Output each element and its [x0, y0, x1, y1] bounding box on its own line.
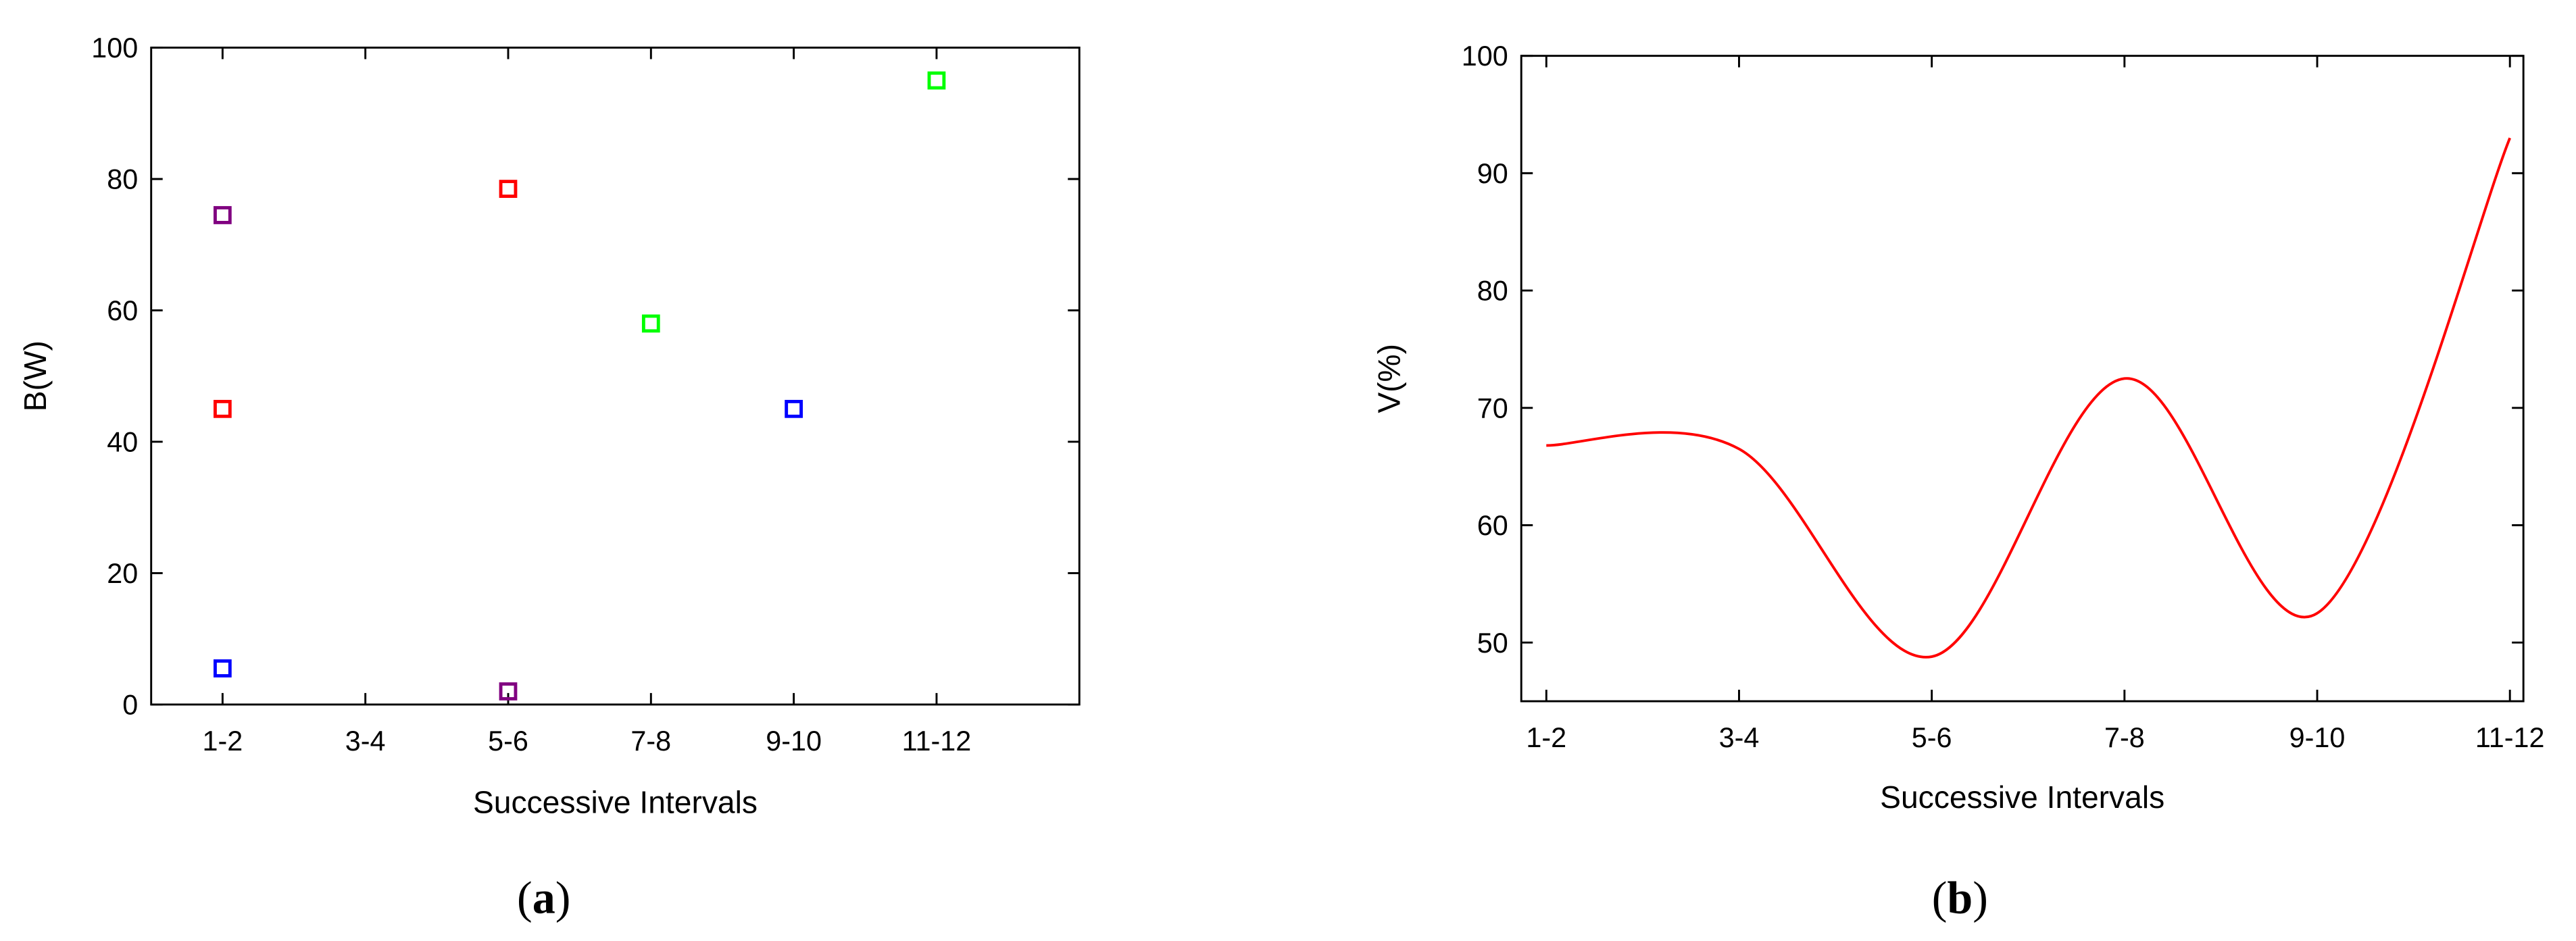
x-tick-label: 5-6 — [1912, 722, 1952, 753]
x-tick-label: 7-8 — [2104, 722, 2145, 753]
caption-b: (b) — [1932, 872, 1988, 923]
caption-letter: a — [532, 872, 555, 923]
y-tick-label: 60 — [1477, 510, 1508, 541]
caption-letter: b — [1947, 872, 1973, 923]
x-tick-label: 11-12 — [902, 726, 972, 757]
marker — [213, 659, 232, 678]
x-tick-label: 9-10 — [766, 726, 822, 757]
marker — [785, 399, 803, 418]
marker — [499, 180, 518, 198]
marker — [499, 682, 518, 701]
y-tick-label: 100 — [1462, 41, 1508, 72]
x-tick-label: 7-8 — [630, 726, 671, 757]
plot-frame — [1520, 55, 2525, 703]
x-tick-label: 3-4 — [345, 726, 386, 757]
y-tick-label: 100 — [91, 32, 138, 63]
y-tick-label: 0 — [122, 690, 138, 721]
x-axis-title: Successive Intervals — [1880, 780, 2164, 815]
x-tick-label: 1-2 — [1526, 722, 1566, 753]
x-tick-label: 1-2 — [203, 726, 243, 757]
y-axis-title: V(%) — [1371, 344, 1406, 413]
marker — [927, 71, 946, 90]
x-tick-label: 5-6 — [488, 726, 528, 757]
y-tick-label: 60 — [107, 295, 138, 326]
y-tick-label: 50 — [1477, 628, 1508, 659]
y-tick-label: 80 — [107, 164, 138, 195]
plot-frame — [150, 47, 1081, 706]
caption-a: (a) — [517, 872, 570, 923]
marker — [213, 206, 232, 224]
x-axis-title: Successive Intervals — [473, 784, 758, 819]
marker — [213, 399, 232, 418]
y-tick-label: 80 — [1477, 276, 1508, 307]
x-tick-label: 3-4 — [1719, 722, 1760, 753]
line — [1546, 137, 2512, 659]
y-axis-title: B(W) — [18, 340, 53, 411]
marker — [641, 314, 660, 333]
x-tick-label: 9-10 — [2289, 722, 2346, 753]
y-tick-label: 70 — [1477, 392, 1508, 424]
y-tick-label: 20 — [107, 558, 138, 589]
x-tick-label: 11-12 — [2475, 722, 2545, 753]
y-tick-label: 40 — [107, 427, 138, 458]
y-tick-label: 90 — [1477, 158, 1508, 189]
